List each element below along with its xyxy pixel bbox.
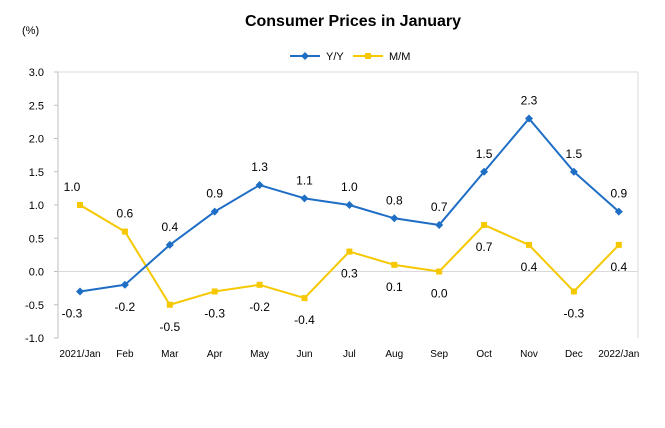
unit-label: (%)	[22, 25, 39, 37]
y-tick-label: -0.5	[25, 300, 44, 312]
data-label-yy: 1.3	[251, 160, 268, 174]
data-label-mm: 0.4	[610, 260, 627, 274]
y-tick-label: 1.0	[29, 200, 44, 212]
data-point-mm	[211, 288, 218, 295]
data-point-mm	[526, 241, 532, 248]
data-label-mm: 1.0	[64, 180, 81, 194]
data-point-yy	[480, 167, 489, 176]
x-tick-label: 2021/Jan	[59, 349, 100, 360]
data-point-mm	[481, 221, 488, 228]
data-label-yy: 0.9	[206, 187, 223, 201]
data-point-mm	[570, 288, 577, 295]
data-label-yy: 0.9	[610, 187, 627, 201]
data-point-mm	[77, 202, 83, 208]
x-tick-label: Feb	[116, 349, 134, 360]
x-tick-label: Mar	[161, 349, 179, 360]
y-tick-label: 1.5	[29, 167, 44, 179]
legend-label-mm: M/M	[389, 51, 410, 63]
data-point-yy	[614, 207, 623, 216]
data-point-yy	[345, 201, 354, 209]
data-point-yy	[525, 114, 533, 123]
data-label-yy: -0.3	[62, 306, 83, 320]
data-label-mm: -0.5	[159, 320, 180, 334]
data-point-mm	[391, 261, 398, 268]
data-point-yy	[435, 220, 444, 229]
x-tick-label: Nov	[520, 349, 538, 360]
data-labels: -0.3 -0.2 0.4 0.9 1.3 1.1 1.0 0.8 0.7 1.5 2.3 1.5 0.…	[62, 94, 628, 334]
data-point-mm	[121, 228, 128, 235]
x-tick-label: 2022/Jan	[598, 349, 639, 360]
data-label-yy: 0.7	[431, 200, 448, 214]
data-point-yy	[210, 207, 219, 216]
x-tick-label: Oct	[476, 349, 492, 360]
y-tick-label: 0.0	[29, 267, 44, 279]
legend-marker-yy	[301, 52, 309, 60]
data-label-yy: 1.5	[476, 147, 493, 161]
x-tick-label: Sep	[430, 349, 448, 360]
data-point-mm	[301, 295, 308, 302]
x-tick-label: Jun	[296, 349, 312, 360]
x-tick-label: Dec	[565, 349, 583, 360]
data-label-mm: 0.7	[476, 240, 493, 254]
data-label-mm: 0.4	[521, 260, 538, 274]
data-label-mm: 0.6	[117, 207, 134, 221]
data-point-mm	[346, 248, 353, 255]
data-label-yy: 1.0	[341, 180, 358, 194]
y-tick-label: 2.5	[29, 100, 44, 112]
data-point-mm	[436, 268, 443, 275]
data-label-mm: -0.2	[249, 300, 270, 314]
data-point-mm	[615, 241, 622, 248]
data-label-mm: -0.3	[204, 306, 225, 320]
y-tick-label: 3.0	[29, 67, 44, 79]
data-point-mm	[256, 281, 263, 288]
data-point-yy	[165, 240, 174, 249]
data-point-yy	[255, 181, 264, 190]
series-markers	[76, 114, 623, 308]
x-tick-label: May	[250, 349, 269, 360]
axes: 3.0 2.5 2.0 1.5 1.0 0.5 0.0 -0.5 -1.0 2021/Jan Feb…	[25, 67, 639, 360]
data-label-yy: 1.5	[566, 147, 583, 161]
y-tick-label: 2.0	[29, 134, 44, 146]
data-label-mm: -0.4	[294, 313, 315, 327]
data-point-yy	[120, 280, 129, 289]
data-label-yy: 0.4	[161, 220, 178, 234]
chart-title: Consumer Prices in January	[245, 13, 461, 30]
data-label-yy: -0.2	[115, 300, 136, 314]
legend-marker-mm	[365, 53, 371, 59]
legend: Y/Y M/M	[290, 51, 410, 63]
data-point-yy	[390, 214, 399, 223]
data-point-mm	[166, 301, 173, 308]
x-tick-label: Jul	[343, 349, 356, 360]
data-point-yy	[76, 287, 84, 296]
data-label-mm: 0.3	[341, 267, 358, 281]
x-tick-label: Aug	[385, 349, 403, 360]
x-tick-label: Apr	[207, 349, 223, 360]
data-label-mm: 0.1	[386, 280, 403, 294]
y-tick-label: -1.0	[25, 333, 44, 345]
data-point-yy	[300, 194, 309, 203]
data-label-yy: 2.3	[521, 94, 538, 108]
data-label-yy: 1.1	[296, 173, 313, 187]
legend-label-yy: Y/Y	[326, 51, 344, 63]
data-point-yy	[569, 167, 578, 176]
data-label-mm: 0.0	[431, 287, 448, 301]
data-label-yy: 0.8	[386, 193, 403, 207]
data-label-mm: -0.3	[564, 306, 585, 320]
y-tick-label: 0.5	[29, 233, 44, 245]
